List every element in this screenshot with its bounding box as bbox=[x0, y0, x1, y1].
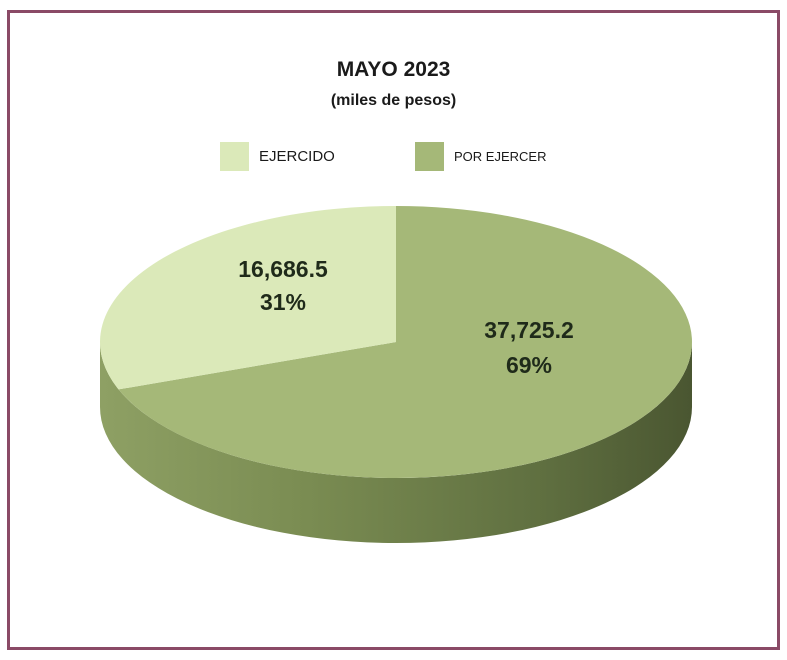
legend-item-por-ejercer: POR EJERCER bbox=[415, 142, 546, 171]
pie-slice-ejercido bbox=[99, 206, 397, 390]
data-label-percent-por-ejercer: 69% bbox=[506, 352, 552, 378]
pie-side-por-ejercer bbox=[100, 342, 692, 543]
legend-item-ejercido: EJERCIDO bbox=[220, 142, 335, 171]
chart-title: MAYO 2023 bbox=[336, 58, 451, 81]
legend-label-ejercido: EJERCIDO bbox=[259, 148, 335, 165]
chart-subtitle: (miles de pesos) bbox=[330, 92, 457, 109]
pie-slice-por-ejercer bbox=[118, 206, 693, 478]
data-label-percent-ejercido: 31% bbox=[260, 289, 306, 315]
data-label-value-ejercido: 16,686.5 bbox=[238, 256, 328, 282]
legend-swatch-por-ejercer bbox=[415, 142, 444, 171]
legend-label-por-ejercer: POR EJERCER bbox=[454, 149, 547, 164]
chart-legend: EJERCIDO POR EJERCER bbox=[0, 142, 787, 172]
legend-swatch-ejercido bbox=[220, 142, 249, 171]
data-label-value-por-ejercer: 37,725.2 bbox=[484, 317, 574, 343]
